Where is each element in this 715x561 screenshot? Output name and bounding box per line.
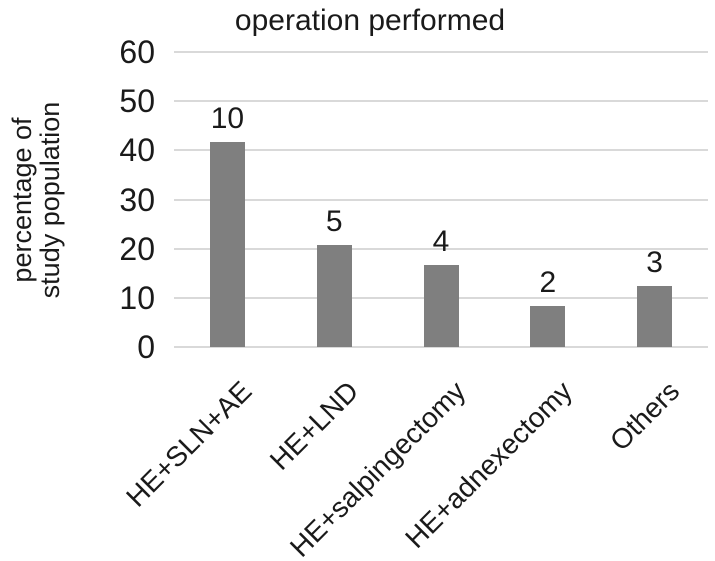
- bar-value-label-3: 4: [432, 224, 450, 258]
- bar-1: [209, 141, 245, 347]
- gridline-y-0: [174, 346, 708, 348]
- bar-value-label-5: 3: [646, 245, 663, 279]
- bar-5: [637, 285, 673, 347]
- x-tick-label-2: HE+LND: [263, 375, 365, 476]
- gridline-y-30: [174, 198, 708, 201]
- y-tick-label-50: 50: [119, 83, 155, 120]
- chart-title: operation performed: [234, 4, 506, 37]
- y-tick-label-60: 60: [119, 34, 155, 70]
- y-tick-label-10: 10: [119, 279, 155, 316]
- gridline-y-20: [174, 247, 708, 250]
- y-tick-label-30: 30: [119, 181, 155, 218]
- bar-value-label-4: 2: [539, 266, 557, 300]
- bar-2: [316, 244, 352, 347]
- bar-value-label-2: 5: [325, 204, 343, 238]
- x-tick-label-1: HE+SLN+AE: [120, 375, 258, 513]
- gridline-y-50: [174, 100, 708, 103]
- bar-value-label-1: 10: [210, 101, 245, 135]
- bar-3: [423, 264, 459, 347]
- y-tick-label-20: 20: [119, 230, 155, 267]
- gridline-y-40: [174, 149, 708, 152]
- bar-4: [530, 306, 566, 347]
- y-tick-label-0: 0: [137, 329, 155, 365]
- x-tick-label-5: Others: [603, 375, 685, 457]
- y-tick-label-40: 40: [119, 132, 155, 169]
- gridline-y-60: [174, 51, 708, 53]
